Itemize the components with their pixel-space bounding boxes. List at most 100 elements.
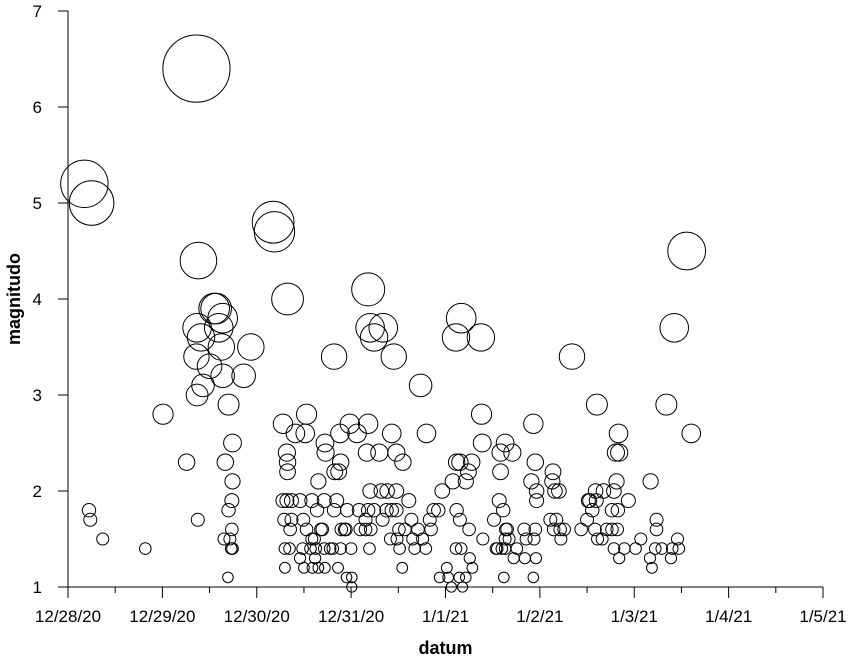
data-point	[326, 463, 344, 481]
data-point	[298, 561, 310, 574]
data-point	[634, 532, 648, 546]
data-point	[225, 522, 239, 537]
data-point	[554, 532, 568, 546]
data-point	[316, 443, 335, 462]
data-point	[357, 413, 379, 434]
data-point	[466, 323, 496, 352]
data-point	[296, 542, 309, 555]
data-point	[582, 493, 598, 509]
y-axis-ticks: 1 2 3 4 5 6 7	[33, 2, 68, 597]
data-point	[312, 561, 325, 574]
data-point	[139, 542, 152, 555]
data-point	[370, 443, 389, 462]
data-point	[226, 542, 239, 555]
y-tick-label: 5	[33, 194, 42, 213]
data-point	[392, 522, 406, 537]
data-point	[344, 542, 358, 555]
data-point	[672, 542, 686, 555]
data-point	[379, 503, 394, 518]
data-point	[152, 403, 174, 425]
data-point	[278, 453, 297, 471]
data-point	[283, 493, 299, 509]
x-tick-label: 12/30/20	[224, 607, 290, 626]
data-point	[557, 522, 571, 537]
data-point	[671, 532, 685, 546]
data-point	[451, 453, 469, 471]
data-point	[362, 483, 378, 499]
data-point	[360, 503, 376, 518]
data-point	[351, 272, 386, 307]
x-tick-label: 1/5/21	[799, 607, 846, 626]
data-point	[517, 522, 531, 537]
data-point	[491, 443, 510, 462]
data-point	[453, 571, 466, 584]
data-point	[292, 493, 308, 509]
data-point	[315, 433, 335, 453]
data-point	[491, 493, 507, 509]
data-point	[445, 581, 457, 593]
data-point	[599, 522, 614, 537]
data-point	[486, 512, 501, 527]
data-point	[416, 532, 430, 546]
data-point	[440, 561, 453, 574]
data-point	[608, 473, 625, 490]
data-point	[396, 561, 409, 574]
data-point	[606, 443, 625, 462]
data-point	[237, 333, 265, 361]
data-point	[398, 522, 412, 537]
data-point	[223, 532, 237, 546]
data-point	[659, 313, 690, 343]
data-point	[642, 473, 659, 490]
data-point	[529, 552, 543, 565]
data-point	[251, 200, 295, 244]
data-point	[221, 503, 236, 518]
data-point	[591, 532, 605, 546]
data-point	[426, 503, 441, 518]
data-point	[383, 532, 397, 546]
data-point	[381, 423, 402, 444]
data-point	[384, 503, 399, 518]
data-point	[588, 522, 602, 537]
y-tick-label: 6	[33, 98, 42, 117]
data-point	[664, 552, 678, 565]
data-point	[585, 503, 600, 518]
data-point	[510, 542, 524, 555]
data-points	[60, 34, 707, 593]
data-point	[454, 542, 468, 555]
data-point	[416, 423, 437, 444]
data-point	[317, 542, 331, 555]
data-point	[618, 542, 631, 555]
data-point	[83, 512, 98, 527]
data-point	[388, 483, 405, 499]
data-point	[224, 493, 240, 509]
data-point	[580, 493, 596, 509]
data-point	[431, 503, 446, 518]
data-point	[681, 423, 702, 444]
data-point	[279, 463, 296, 481]
data-point	[358, 522, 373, 537]
data-point	[404, 512, 419, 527]
data-point	[460, 571, 472, 584]
data-point	[279, 561, 291, 574]
data-point	[449, 503, 464, 518]
data-point	[329, 493, 345, 509]
data-point	[351, 503, 367, 518]
data-point	[495, 433, 515, 453]
data-point	[449, 542, 463, 555]
data-point	[503, 443, 522, 462]
data-point	[587, 483, 604, 499]
data-point	[489, 542, 503, 555]
data-point	[310, 473, 327, 490]
data-point	[222, 571, 234, 584]
data-point	[315, 522, 330, 537]
data-point	[528, 483, 545, 499]
data-point	[476, 532, 490, 546]
x-tick-label: 12/31/20	[318, 607, 384, 626]
data-point	[620, 493, 636, 509]
data-point	[544, 473, 561, 490]
data-point	[606, 483, 622, 499]
data-point	[283, 542, 296, 555]
data-point	[492, 463, 509, 481]
data-point	[330, 463, 348, 481]
